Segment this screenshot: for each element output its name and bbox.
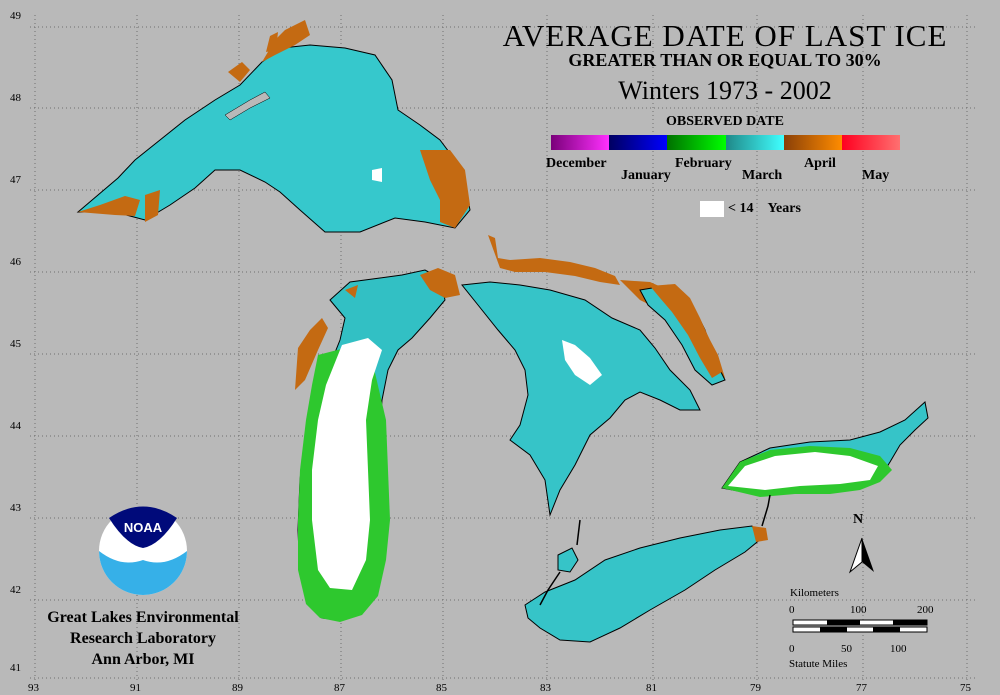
lon-tick: 79 <box>750 682 761 694</box>
scale-km-tick: 200 <box>917 604 934 616</box>
lon-tick: 89 <box>232 682 243 694</box>
credit-line-1: Great Lakes Environmental <box>47 609 239 626</box>
scale-mi-tick: 0 <box>789 643 795 655</box>
lat-tick: 49 <box>10 10 21 22</box>
credit-line-2: Research Laboratory <box>70 630 216 647</box>
lat-tick: 41 <box>10 662 21 674</box>
lon-tick: 81 <box>646 682 657 694</box>
scale-mi-tick: 50 <box>841 643 852 655</box>
scale-mi-label: Statute Miles <box>789 658 848 670</box>
lat-tick: 45 <box>10 338 21 350</box>
lat-tick: 47 <box>10 174 21 186</box>
legend-month-may: May <box>862 168 890 183</box>
lake-superior <box>76 20 471 233</box>
lon-tick: 75 <box>960 682 971 694</box>
legend-month-december: December <box>546 156 607 171</box>
noaa-logo-text: NOAA <box>124 520 163 535</box>
legend-month-april: April <box>804 156 836 171</box>
lat-tick: 44 <box>10 420 21 432</box>
noaa-logo: NOAA <box>99 506 187 595</box>
lat-tick: 42 <box>10 584 21 596</box>
legend-white-label: < 14 Years <box>728 201 801 216</box>
rivers <box>539 494 771 606</box>
lake-ontario <box>721 401 929 497</box>
lon-tick: 93 <box>28 682 39 694</box>
scale-km-tick: 0 <box>789 604 795 616</box>
lake-michigan <box>295 268 460 622</box>
north-arrow-icon <box>848 537 874 574</box>
scale-mi-tick: 100 <box>890 643 907 655</box>
lon-tick: 85 <box>436 682 447 694</box>
lon-tick: 77 <box>856 682 867 694</box>
scale-km-label: Kilometers <box>790 587 839 599</box>
lon-tick: 87 <box>334 682 345 694</box>
lake-erie <box>524 525 768 643</box>
north-label: N <box>853 512 864 527</box>
lat-tick: 48 <box>10 92 21 104</box>
legend-title: OBSERVED DATE <box>666 114 784 129</box>
credit-line-3: Ann Arbor, MI <box>91 651 195 668</box>
map-subtitle: GREATER THAN OR EQUAL TO 30% <box>568 50 882 70</box>
lake-st-clair <box>557 547 579 573</box>
legend-month-march: March <box>742 168 783 183</box>
lon-tick: 91 <box>130 682 141 694</box>
legend-month-february: February <box>675 156 732 171</box>
lake-huron <box>461 281 726 517</box>
scale-km-tick: 100 <box>850 604 867 616</box>
map-period: Winters 1973 - 2002 <box>618 76 832 105</box>
legend-white-swatch <box>700 201 724 217</box>
legend-month-january: January <box>621 168 671 183</box>
color-ramp <box>551 135 901 150</box>
lat-tick: 43 <box>10 502 21 514</box>
scale-bar <box>792 619 928 633</box>
lat-tick: 46 <box>10 256 21 268</box>
map-title: AVERAGE DATE OF LAST ICE <box>502 18 948 53</box>
lon-tick: 83 <box>540 682 551 694</box>
